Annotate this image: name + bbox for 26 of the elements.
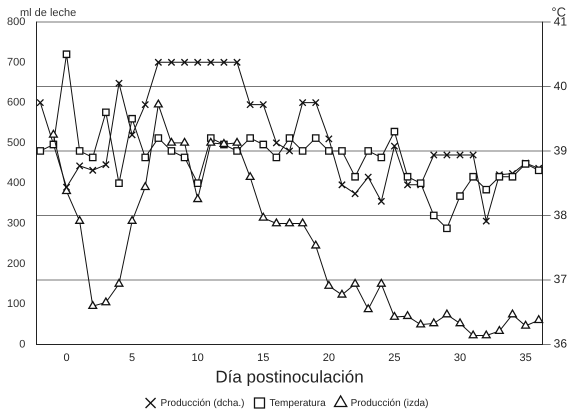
x-tick-label: 0 <box>63 352 70 364</box>
x-tick-label: 15 <box>257 352 270 364</box>
x-axis-title: Día postinoculación <box>215 367 364 386</box>
x-tick-label: 5 <box>129 352 136 364</box>
x-tick-label: 30 <box>454 352 466 364</box>
y-tick-label: 800 <box>6 16 26 28</box>
x-tick-label: 20 <box>322 352 335 364</box>
x-tick-label: 10 <box>192 352 204 364</box>
x-tick-label: 25 <box>388 352 401 364</box>
legend-label: Producción (dcha.) <box>160 398 244 409</box>
y2-tick-label: 39 <box>554 143 568 158</box>
y-tick-label: 600 <box>6 96 26 109</box>
y-tick-label: 400 <box>6 177 26 190</box>
y-tick-label: 100 <box>6 298 26 310</box>
y2-tick-label: 40 <box>554 78 568 93</box>
y-tick-label: 500 <box>6 136 26 149</box>
y2-tick-label: 36 <box>554 336 568 351</box>
x-tick-label: 35 <box>519 352 532 364</box>
y2-tick-label: 37 <box>554 272 568 286</box>
y-tick-label: 200 <box>6 258 26 270</box>
y-tick-label: 0 <box>19 338 26 350</box>
legend-label: Temperatura <box>269 398 326 409</box>
y-tick-label: 300 <box>6 218 26 230</box>
y2-tick-label: 38 <box>554 208 568 222</box>
y-tick-label: 700 <box>6 56 26 68</box>
legend-label: Producción (izda) <box>350 398 428 409</box>
